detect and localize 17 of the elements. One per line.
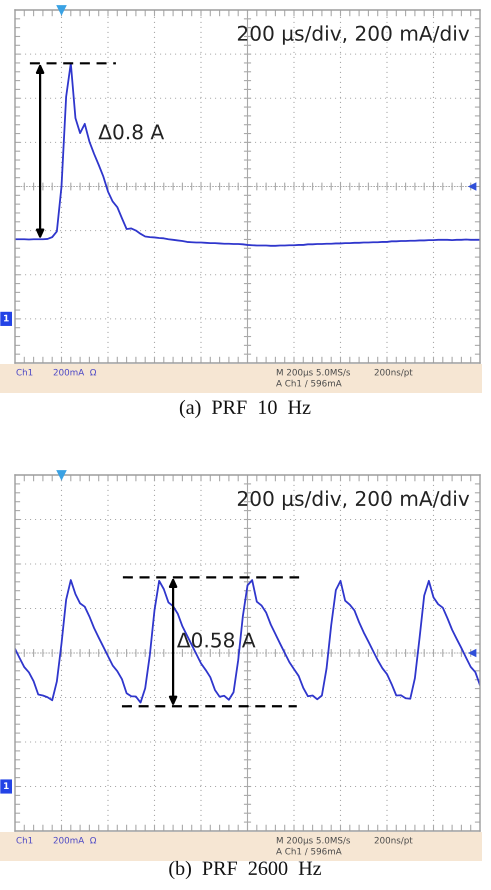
text: 200ns/pt <box>374 368 413 378</box>
text: 200mA Ω <box>54 836 96 844</box>
text: 200ns/pt <box>374 836 413 846</box>
text: Ch1 <box>16 368 32 376</box>
text: M 200µs 5.0MS/s <box>276 836 350 846</box>
chart-subtitle: 200 µs/div, 200 mA/div <box>238 25 470 45</box>
text: M 200µs 5.0MS/s <box>276 368 350 378</box>
text: A Ch1 / 596mA <box>276 380 342 388</box>
text: 200mA Ω <box>54 368 96 376</box>
text: (b) PRF 2600 Hz <box>169 860 322 880</box>
text: (a) PRF 10 Hz <box>180 400 310 418</box>
text: Ch1 <box>16 836 32 844</box>
text: 1 <box>4 314 9 322</box>
chart-subtitle: 200 µs/div, 200 mA/div <box>238 490 470 510</box>
text: 1 <box>4 782 9 789</box>
text: A Ch1 / 596mA <box>276 848 342 856</box>
annotation: Δ0.8 A <box>98 124 164 140</box>
